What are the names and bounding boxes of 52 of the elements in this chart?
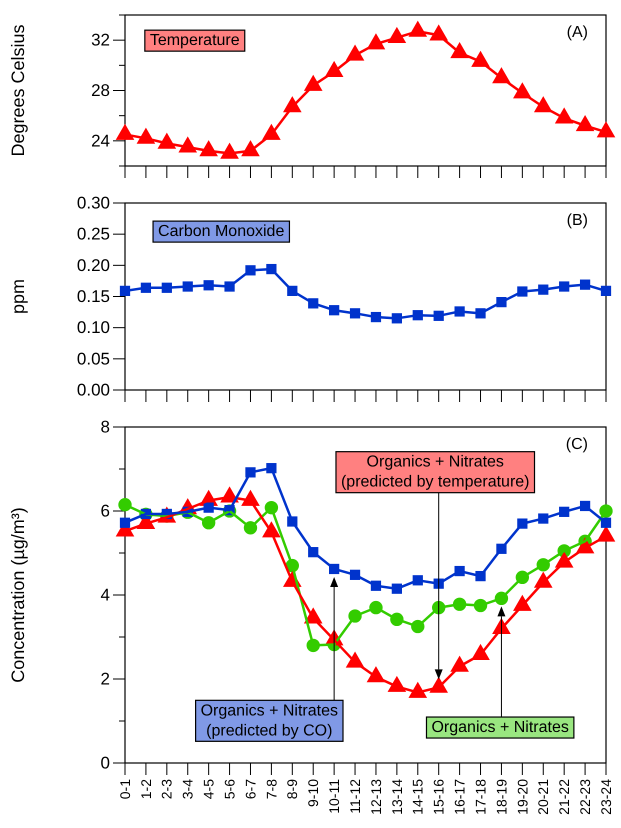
annotation: (A) bbox=[566, 24, 588, 41]
x-tick-label: 20-21 bbox=[535, 778, 552, 815]
point bbox=[596, 121, 616, 138]
y-tick-label: 4 bbox=[100, 585, 110, 604]
y-tick-label: 0.25 bbox=[76, 224, 110, 244]
x-tick-label: 7-8 bbox=[263, 778, 280, 800]
annotation: (C) bbox=[566, 436, 588, 453]
y-tick-label: 28 bbox=[91, 80, 110, 100]
y-tick-label: 0.30 bbox=[76, 193, 110, 212]
y-tick-label: 0.10 bbox=[76, 318, 110, 338]
y-tick-label: 0.05 bbox=[76, 349, 110, 368]
x-tick-label: 16-17 bbox=[452, 778, 468, 815]
y-tick-label: 0.00 bbox=[76, 380, 110, 400]
x-tick-label: 15-16 bbox=[430, 778, 447, 815]
x-tick-label: 9-10 bbox=[305, 778, 322, 808]
annotation: (B) bbox=[566, 212, 588, 229]
y-tick-label: 32 bbox=[91, 30, 110, 50]
x-tick-label: 8-9 bbox=[284, 778, 300, 800]
x-tick-label: 6-7 bbox=[242, 778, 258, 800]
x-tick-label: 10-11 bbox=[326, 778, 342, 814]
text: Organics + Nitrates (predicted by CO) bbox=[200, 702, 338, 740]
x-tick-label: 23-24 bbox=[598, 778, 614, 815]
y-tick-label: 0 bbox=[100, 753, 110, 772]
y-tick-label: 0.15 bbox=[76, 286, 110, 306]
x-tick-label: 13-14 bbox=[388, 778, 405, 815]
x-tick-label: 11-12 bbox=[346, 778, 363, 814]
y-tick-label: 0.20 bbox=[76, 256, 110, 275]
y-tick-label: 8 bbox=[100, 417, 110, 436]
x-tick-label: 19-20 bbox=[514, 778, 530, 815]
x-tick-label: 12-13 bbox=[368, 778, 384, 815]
x-tick-label: 0-1 bbox=[116, 778, 133, 800]
text: Organics + Nitrates (predicted by temperature) bbox=[340, 454, 530, 491]
x-tick-label: 21-22 bbox=[556, 778, 572, 815]
y-tick-label: 24 bbox=[91, 131, 110, 150]
x-tick-label: 2-3 bbox=[158, 778, 175, 800]
text: Temperature bbox=[150, 32, 240, 50]
x-tick-label: 3-4 bbox=[180, 778, 196, 800]
x-tick-label: 4-5 bbox=[200, 778, 217, 800]
x-tick-label: 14-15 bbox=[410, 778, 426, 815]
x-tick-label: 18-19 bbox=[493, 778, 510, 815]
series-label: Carbon Monoxide bbox=[158, 223, 284, 240]
y-tick-label: 2 bbox=[100, 669, 110, 688]
y-axis-title: Degrees Celsius bbox=[8, 24, 28, 157]
x-tick-label: 1-2 bbox=[138, 778, 154, 800]
x-tick-label: 17-18 bbox=[472, 778, 488, 815]
text: Organics + Nitrates bbox=[431, 719, 569, 736]
point bbox=[116, 124, 134, 140]
x-tick-label: 22-23 bbox=[576, 778, 593, 815]
y-axis-title: Concentration (µg/m³) bbox=[8, 507, 28, 683]
y-axis-title: ppm bbox=[8, 278, 28, 314]
y-tick-label: 6 bbox=[100, 501, 110, 520]
x-tick-label: 5-6 bbox=[221, 778, 238, 800]
